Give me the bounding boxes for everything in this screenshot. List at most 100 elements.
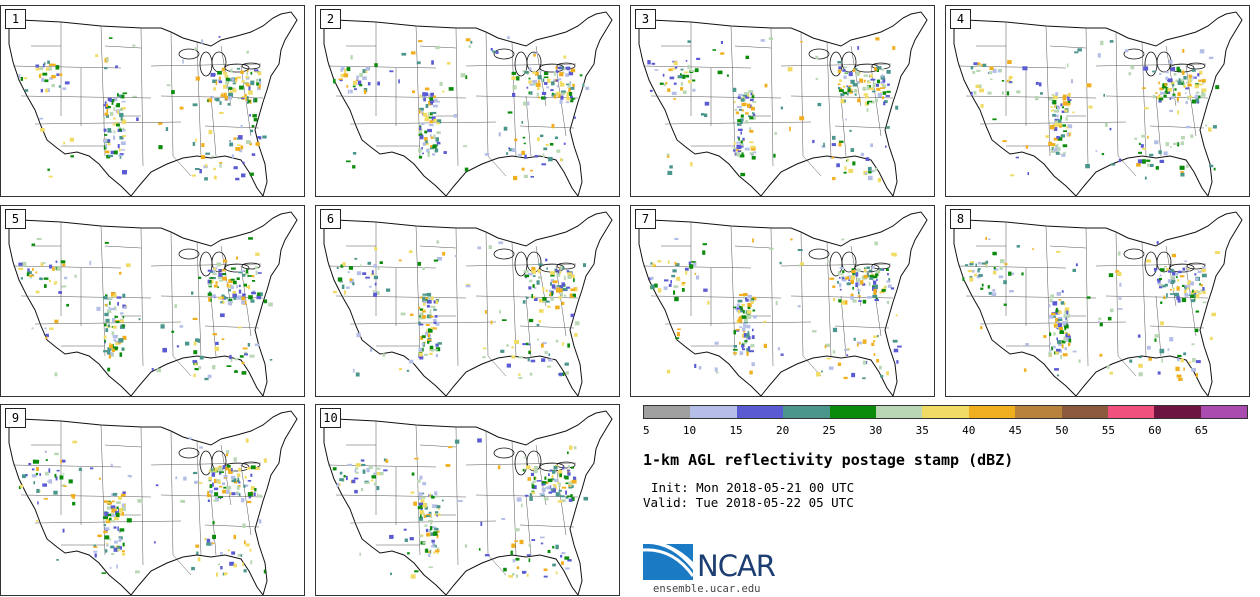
- reflectivity-echo: [836, 163, 840, 168]
- colorbar-tick: 10: [682, 424, 697, 437]
- reflectivity-echo: [213, 267, 216, 272]
- reflectivity-echo: [676, 276, 681, 281]
- reflectivity-echo: [694, 363, 697, 368]
- reflectivity-echo: [355, 463, 361, 467]
- reflectivity-echo: [1182, 48, 1185, 53]
- reflectivity-echo: [1146, 159, 1151, 162]
- reflectivity-echo: [539, 134, 544, 138]
- reflectivity-echo: [568, 71, 574, 76]
- reflectivity-echo: [1177, 354, 1182, 358]
- reflectivity-echo: [219, 497, 222, 500]
- reflectivity-echo: [1062, 96, 1067, 101]
- reflectivity-echo: [365, 481, 370, 484]
- reflectivity-echo: [107, 128, 112, 133]
- reflectivity-echo: [242, 523, 246, 528]
- great-lake: [178, 447, 200, 459]
- reflectivity-echo: [1015, 156, 1019, 159]
- reflectivity-echo: [1173, 73, 1177, 76]
- reflectivity-echo: [365, 66, 370, 71]
- reflectivity-echo: [103, 350, 108, 353]
- reflectivity-echo: [1055, 151, 1060, 155]
- reflectivity-echo: [1063, 336, 1067, 342]
- reflectivity-echo: [213, 284, 218, 288]
- reflectivity-echo: [659, 82, 664, 85]
- reflectivity-echo: [1035, 81, 1039, 85]
- reflectivity-echo: [121, 550, 125, 553]
- reflectivity-echo: [1170, 67, 1174, 72]
- colorbar-segment: [644, 406, 691, 418]
- colorbar-tick: 40: [962, 424, 976, 437]
- reflectivity-echo: [682, 90, 687, 94]
- reflectivity-echo: [1168, 90, 1171, 94]
- reflectivity-echo: [1176, 66, 1180, 71]
- reflectivity-echo: [537, 87, 540, 90]
- reflectivity-echo: [1199, 49, 1205, 54]
- reflectivity-echo: [389, 534, 394, 539]
- reflectivity-echo: [663, 83, 666, 87]
- state-boundary: [210, 95, 217, 157]
- reflectivity-echo: [501, 319, 507, 321]
- reflectivity-echo: [118, 94, 122, 98]
- reflectivity-echo: [61, 459, 66, 463]
- reflectivity-echo: [1054, 105, 1059, 108]
- reflectivity-echo: [1051, 93, 1055, 96]
- state-boundary: [1185, 65, 1197, 137]
- reflectivity-echo: [436, 534, 439, 539]
- reflectivity-echo: [866, 81, 871, 84]
- reflectivity-echo: [1097, 53, 1101, 58]
- reflectivity-echo: [988, 291, 992, 295]
- coastline: [323, 11, 613, 196]
- reflectivity-echo: [182, 59, 184, 64]
- reflectivity-echo: [557, 66, 562, 70]
- reflectivity-echo: [744, 147, 750, 151]
- reflectivity-echo: [1056, 348, 1061, 352]
- reflectivity-echo: [883, 101, 886, 106]
- reflectivity-echo: [544, 350, 548, 355]
- reflectivity-echo: [419, 315, 423, 320]
- reflectivity-echo: [530, 359, 536, 363]
- reflectivity-echo: [523, 174, 528, 178]
- reflectivity-echo: [1016, 90, 1021, 94]
- reflectivity-echo: [422, 152, 424, 155]
- reflectivity-echo: [546, 486, 551, 490]
- reflectivity-echo: [209, 280, 212, 284]
- reflectivity-echo: [522, 343, 527, 346]
- reflectivity-echo: [527, 477, 531, 481]
- reflectivity-echo: [193, 471, 198, 475]
- reflectivity-echo: [1060, 301, 1065, 305]
- reflectivity-echo: [361, 488, 364, 492]
- reflectivity-echo: [1016, 245, 1020, 248]
- great-lake: [1186, 262, 1206, 270]
- state-boundary: [12, 65, 122, 69]
- reflectivity-echo: [882, 91, 887, 95]
- reflectivity-echo: [1101, 153, 1105, 156]
- logo-url: ensemble.ucar.edu: [653, 583, 761, 595]
- reflectivity-echo: [1062, 321, 1067, 326]
- reflectivity-echo: [175, 476, 178, 480]
- reflectivity-echo: [751, 107, 755, 111]
- reflectivity-echo: [435, 300, 438, 305]
- reflectivity-echo: [195, 338, 200, 343]
- reflectivity-echo: [1056, 292, 1061, 296]
- reflectivity-echo: [566, 98, 571, 101]
- reflectivity-echo: [210, 490, 213, 495]
- us-map-icon: [8, 11, 298, 196]
- reflectivity-echo: [669, 76, 675, 80]
- reflectivity-echo: [1180, 171, 1184, 174]
- reflectivity-echo: [36, 238, 42, 241]
- reflectivity-echo: [852, 83, 858, 87]
- reflectivity-echo: [1185, 286, 1189, 290]
- state-boundary: [790, 95, 894, 99]
- reflectivity-echo: [1063, 130, 1067, 132]
- reflectivity-echo: [541, 342, 547, 345]
- map-panel: 2: [315, 5, 620, 197]
- reflectivity-echo: [236, 491, 239, 493]
- reflectivity-echo: [543, 575, 548, 578]
- reflectivity-echo: [518, 153, 522, 157]
- reflectivity-echo: [113, 117, 116, 120]
- reflectivity-echo: [74, 274, 77, 278]
- reflectivity-echo: [545, 289, 548, 293]
- reflectivity-echo: [1065, 117, 1068, 121]
- reflectivity-echo: [1164, 90, 1169, 93]
- state-boundary: [800, 231, 804, 357]
